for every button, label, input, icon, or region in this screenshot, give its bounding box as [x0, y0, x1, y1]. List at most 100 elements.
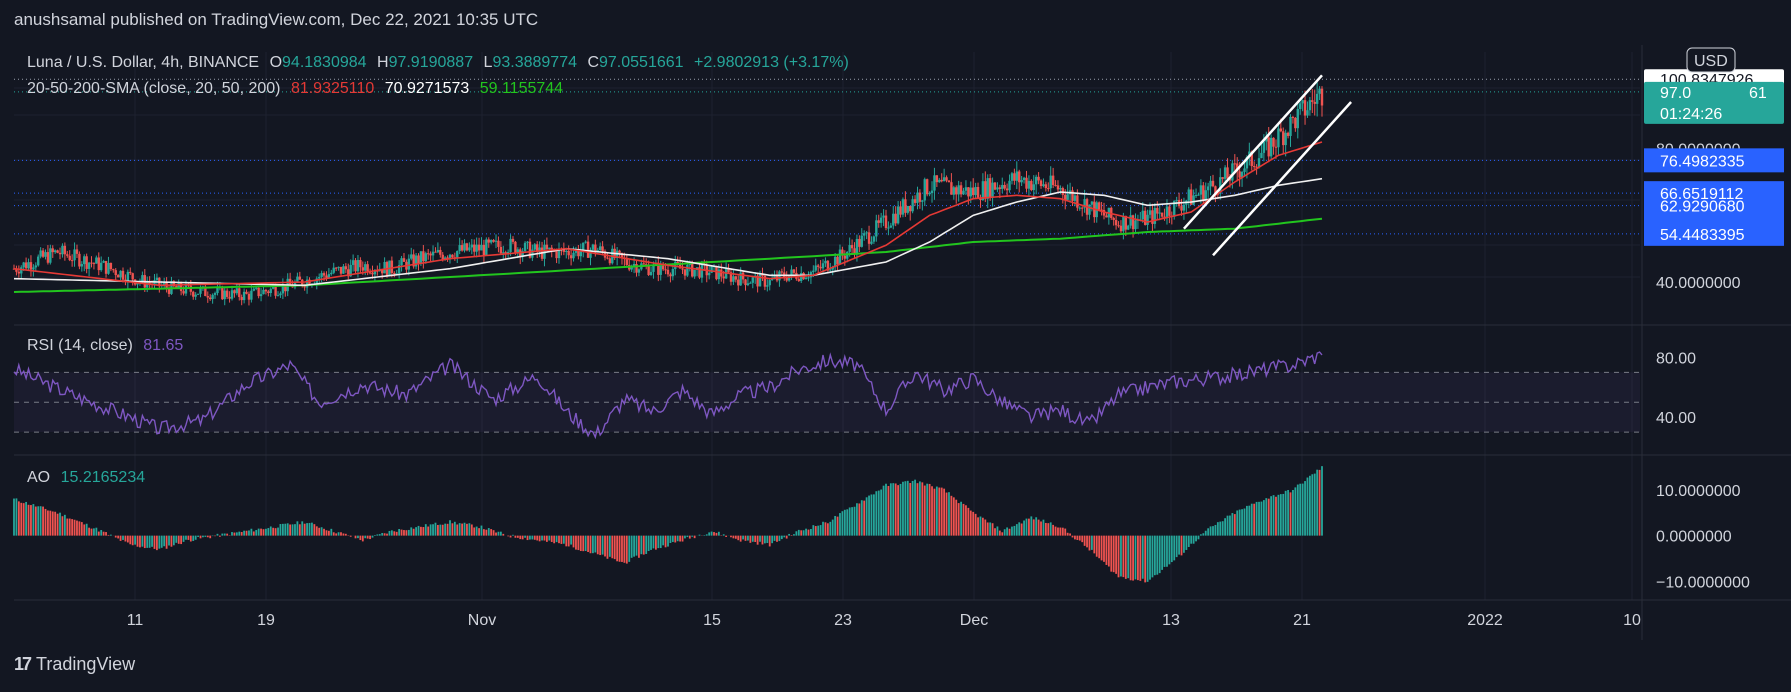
ao-bar	[926, 483, 929, 536]
ao-bar	[313, 524, 316, 536]
ao-bar	[499, 531, 502, 536]
candle-body	[812, 270, 815, 273]
ao-bar	[955, 499, 958, 536]
ao-bar	[688, 535, 691, 539]
ao-bar	[516, 535, 519, 538]
x-axis-tick: 15	[703, 612, 721, 629]
ao-bar	[795, 531, 798, 536]
candle-body	[380, 268, 384, 274]
candle-body	[1054, 185, 1057, 187]
ao-bar	[172, 535, 175, 546]
ao-bar	[1100, 535, 1103, 561]
price-axis-label: 40.0000000	[1656, 275, 1741, 292]
candle-body	[44, 252, 47, 257]
ao-bar	[1306, 477, 1309, 536]
candle-body	[1044, 184, 1048, 189]
ao-bar	[553, 535, 556, 544]
ao-bar	[390, 530, 393, 536]
ao-bar	[1032, 519, 1035, 536]
ao-bar	[935, 486, 938, 536]
ao-bar	[1049, 522, 1052, 536]
ao-bar	[1035, 517, 1038, 536]
candle-body	[465, 243, 469, 251]
ao-bar	[533, 535, 536, 540]
ao-bar	[487, 528, 490, 536]
candle-body	[1003, 184, 1006, 189]
tradingview-logo[interactable]: 17 TradingView	[14, 654, 135, 675]
candle-body	[155, 277, 159, 281]
candle-body	[863, 233, 866, 236]
candle-body	[37, 256, 40, 266]
candle-body	[480, 244, 483, 251]
ao-bar	[567, 535, 570, 547]
candle-body	[744, 279, 747, 286]
ao-bar	[424, 524, 427, 536]
candle-body	[1209, 180, 1212, 187]
candle-body	[1037, 176, 1040, 181]
ao-bar	[834, 515, 837, 536]
candle-body	[606, 257, 609, 259]
ao-bar	[369, 535, 371, 540]
ao-bar	[1175, 535, 1178, 558]
ao-bar	[34, 506, 37, 536]
candle-body	[804, 277, 808, 280]
ao-bar	[972, 511, 975, 536]
candle-body	[1257, 158, 1261, 168]
candle-body	[78, 253, 81, 267]
ao-bar	[218, 535, 221, 537]
ao-bar	[979, 516, 982, 536]
candle-body	[1194, 195, 1198, 197]
ao-bar	[1267, 498, 1270, 536]
candle-body	[487, 239, 490, 243]
ao-bar	[933, 488, 936, 536]
ao-bar	[248, 530, 250, 536]
ao-bar	[134, 535, 137, 545]
ao-bar	[1250, 503, 1253, 536]
ao-bar	[446, 523, 449, 536]
ao-bar	[686, 535, 689, 538]
candle-body	[497, 240, 500, 247]
candle-body	[41, 250, 45, 257]
candle-body	[1064, 194, 1067, 200]
candle-body	[1131, 215, 1135, 230]
ao-bar	[473, 527, 476, 536]
candle-body	[1245, 156, 1249, 169]
candle-body	[252, 288, 255, 291]
ao-bar	[187, 535, 190, 540]
candle-body	[1197, 194, 1200, 196]
ao-bar	[625, 535, 628, 564]
candle-body	[1034, 176, 1038, 185]
ao-bar	[572, 535, 575, 548]
ao-bar	[923, 485, 926, 536]
ao-bar	[645, 535, 648, 554]
candle-body	[1160, 212, 1164, 217]
ao-bar	[1149, 535, 1151, 580]
candle-body	[1308, 100, 1312, 111]
ao-bar	[584, 535, 587, 552]
ao-bar	[470, 524, 473, 536]
ao-bar	[119, 535, 122, 541]
candle-body	[393, 272, 396, 274]
candle-body	[1049, 175, 1052, 189]
ao-bar	[277, 527, 279, 536]
candle-body	[431, 251, 435, 256]
candle-body	[737, 279, 740, 286]
ao-bar	[509, 535, 512, 538]
ao-bar	[1037, 519, 1040, 536]
ao-bar	[44, 508, 47, 536]
ao-bar	[1151, 535, 1154, 578]
candle-body	[598, 246, 602, 250]
ao-bar	[151, 535, 153, 547]
ao-bar	[502, 533, 505, 536]
candle-body	[162, 282, 166, 286]
ao-bar	[381, 532, 384, 536]
candle-body	[148, 282, 151, 284]
x-axis-tick: 21	[1293, 612, 1311, 629]
candle-body	[618, 250, 621, 253]
ao-bar	[514, 535, 517, 538]
ao-bar	[1158, 535, 1161, 574]
candle-body	[1250, 151, 1253, 167]
candle-body	[741, 272, 745, 280]
candle-body	[1165, 206, 1169, 218]
